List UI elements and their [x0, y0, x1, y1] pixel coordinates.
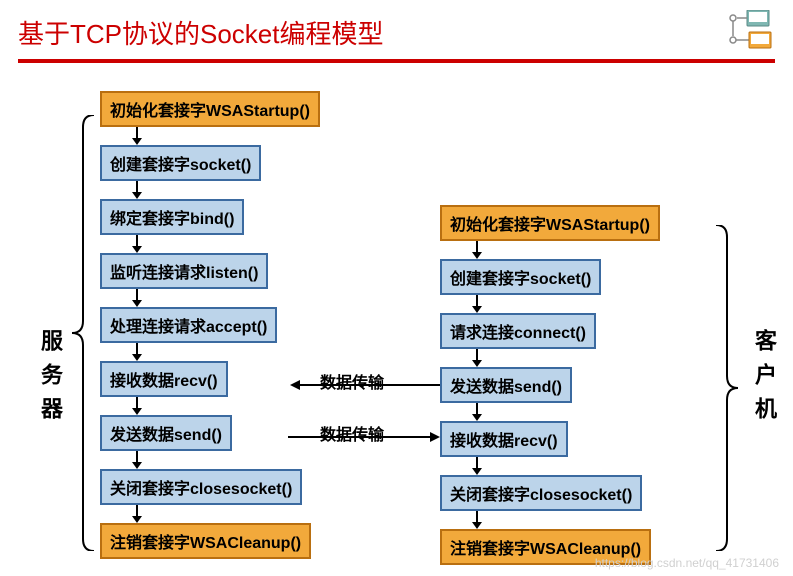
- client-arrow-4: [470, 457, 690, 475]
- title-underline: [18, 59, 775, 63]
- title-area: 基于TCP协议的Socket编程模型: [0, 0, 793, 69]
- server-arrow-0: [130, 127, 340, 145]
- server-step-4: 处理连接请求accept(): [100, 307, 277, 343]
- server-step-0: 初始化套接字WSAStartup(): [100, 91, 320, 127]
- server-arrow-5: [130, 397, 340, 415]
- client-step-2: 请求连接connect(): [440, 313, 596, 349]
- server-label: 服务器: [34, 329, 66, 431]
- decor-icon: [715, 10, 775, 59]
- server-arrow-3: [130, 289, 340, 307]
- watermark: https://blog.csdn.net/qq_41731406: [595, 556, 779, 570]
- client-step-1: 创建套接字socket(): [440, 259, 601, 295]
- server-arrow-2: [130, 235, 340, 253]
- client-step-0: 初始化套接字WSAStartup(): [440, 205, 660, 241]
- client-arrow-5: [470, 511, 690, 529]
- server-arrow-6: [130, 451, 340, 469]
- server-step-8: 注销套接字WSACleanup(): [100, 523, 311, 559]
- server-column: 初始化套接字WSAStartup() 创建套接字socket() 绑定套接字bind…: [100, 91, 340, 559]
- page-title: 基于TCP协议的Socket编程模型: [18, 19, 384, 49]
- server-step-6: 发送数据send(): [100, 415, 232, 451]
- server-step-7: 关闭套接字closesocket(): [100, 469, 302, 505]
- horizontal-arrow-1: [290, 379, 440, 391]
- client-step-5: 关闭套接字closesocket(): [440, 475, 642, 511]
- brace-left: [72, 115, 94, 551]
- client-arrow-2: [470, 349, 690, 367]
- brace-right: [716, 225, 738, 551]
- client-label: 客户机: [748, 329, 780, 431]
- horizontal-arrow-2: [288, 431, 440, 443]
- client-arrow-1: [470, 295, 690, 313]
- client-arrow-3: [470, 403, 690, 421]
- diagram-area: 服务器 客户机 初始化套接字WSAStartup() 创建套接字socket() 绑…: [0, 69, 793, 569]
- client-arrow-0: [470, 241, 690, 259]
- server-arrow-1: [130, 181, 340, 199]
- client-step-4: 接收数据recv(): [440, 421, 568, 457]
- server-arrow-7: [130, 505, 340, 523]
- server-step-3: 监听连接请求listen(): [100, 253, 268, 289]
- server-step-5: 接收数据recv(): [100, 361, 228, 397]
- client-step-3: 发送数据send(): [440, 367, 572, 403]
- server-arrow-4: [130, 343, 340, 361]
- server-step-1: 创建套接字socket(): [100, 145, 261, 181]
- client-column: 初始化套接字WSAStartup() 创建套接字socket() 请求连接conne…: [440, 205, 690, 565]
- server-step-2: 绑定套接字bind(): [100, 199, 244, 235]
